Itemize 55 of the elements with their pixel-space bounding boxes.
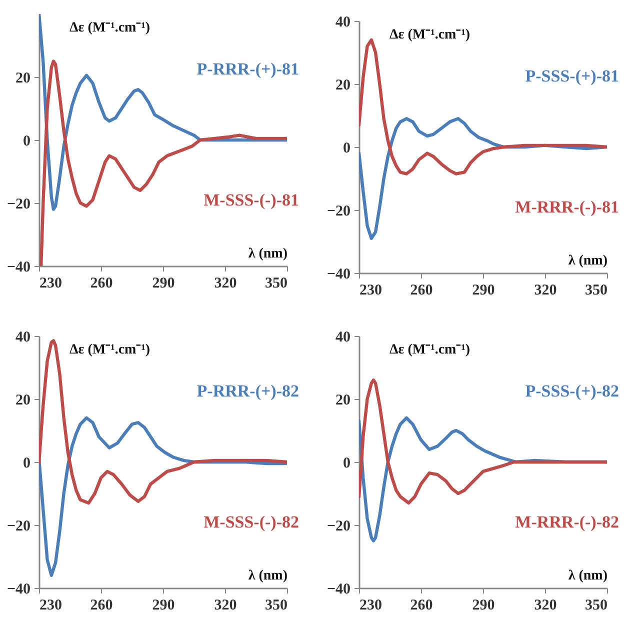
y-tick-label: −20 xyxy=(6,518,30,534)
x-tick-label: 260 xyxy=(410,282,433,298)
y-tick-label: 20 xyxy=(16,392,30,408)
y-tick-label: 40 xyxy=(336,14,350,30)
y-tick-label: −20 xyxy=(326,204,350,220)
y-tick-label: 20 xyxy=(16,70,30,86)
y-tick-label: −40 xyxy=(326,266,350,282)
y-tick-label: −40 xyxy=(6,582,30,598)
x-tick-label: 350 xyxy=(585,598,608,614)
y-tick-label: 0 xyxy=(23,134,30,150)
y-tick-label: 0 xyxy=(23,456,30,472)
text: M-RRR-(-)-81 xyxy=(515,197,619,216)
text: M-SSS-(-)-81 xyxy=(204,190,299,210)
y-tick-label: 20 xyxy=(336,392,350,408)
x-tick-label: 260 xyxy=(90,598,113,614)
x-axis-title: λ (nm) xyxy=(568,254,608,268)
x-tick-label: 230 xyxy=(360,598,382,614)
x-axis-title: λ (nm) xyxy=(568,568,608,584)
y-tick-label: 0 xyxy=(343,456,350,472)
x-tick-label: 350 xyxy=(585,282,608,298)
y-tick-label: −20 xyxy=(6,196,30,212)
text: M-SSS-(-)-82 xyxy=(204,512,299,532)
y-tick-label: 20 xyxy=(336,78,350,94)
x-tick-label: 260 xyxy=(90,276,113,292)
text: M-RRR-(-)-82 xyxy=(515,512,619,532)
x-tick-label: 230 xyxy=(360,282,382,298)
y-tick-label: −40 xyxy=(6,260,30,276)
y-axis-title: Δε (M⁻¹.cm⁻¹) xyxy=(390,28,470,42)
x-tick-label: 350 xyxy=(265,276,288,292)
y-tick-label: −20 xyxy=(326,518,350,534)
y-axis-title: Δε (M⁻¹.cm⁻¹) xyxy=(70,20,150,36)
y-axis-title: Δε (M⁻¹.cm⁻¹) xyxy=(390,342,470,358)
x-tick-label: 320 xyxy=(534,598,557,614)
text: P-SSS-(+)-82 xyxy=(525,381,619,400)
text: P-RRR-(+)-82 xyxy=(196,381,299,400)
x-axis-title: λ (nm) xyxy=(248,246,288,262)
y-tick-label: 40 xyxy=(16,330,30,346)
x-tick-label: 230 xyxy=(40,276,62,292)
x-tick-label: 290 xyxy=(472,282,495,298)
x-tick-label: 260 xyxy=(410,598,433,614)
x-tick-label: 320 xyxy=(214,276,237,292)
x-tick-label: 290 xyxy=(152,598,175,614)
text: P-RRR-(+)-81 xyxy=(196,59,299,78)
y-tick-label: 40 xyxy=(336,330,350,346)
x-tick-label: 320 xyxy=(534,282,557,298)
x-tick-label: 290 xyxy=(152,276,175,292)
x-tick-label: 320 xyxy=(214,598,237,614)
x-tick-label: 230 xyxy=(40,598,62,614)
x-axis-title: λ (nm) xyxy=(248,568,288,584)
y-tick-label: 0 xyxy=(343,140,350,156)
x-tick-label: 350 xyxy=(265,598,288,614)
y-tick-label: −40 xyxy=(326,582,350,598)
text: P-SSS-(+)-81 xyxy=(525,66,619,86)
x-tick-label: 290 xyxy=(472,598,495,614)
y-axis-title: Δε (M⁻¹.cm⁻¹) xyxy=(70,342,150,358)
